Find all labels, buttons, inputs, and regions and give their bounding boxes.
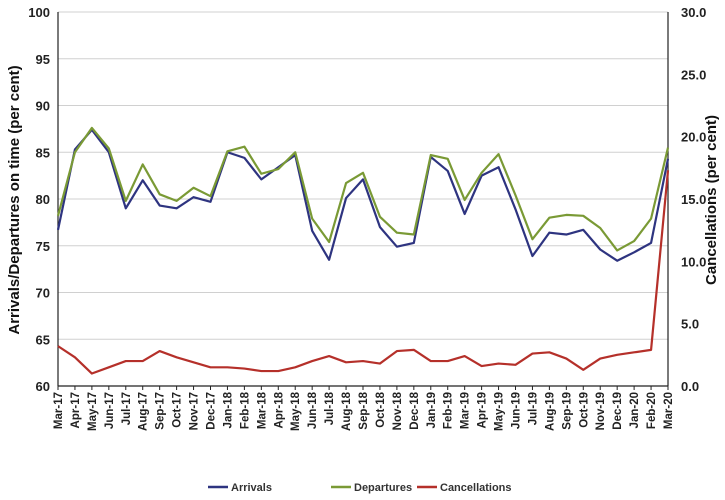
x-tick-label: Mar-19	[460, 392, 472, 429]
x-tick-label: Jul-19	[527, 392, 539, 425]
legend-label-departures: Departures	[354, 482, 412, 494]
y-tick-label: 90	[36, 99, 50, 114]
x-tick-label: Nov-17	[189, 392, 201, 430]
x-tick-label: Sep-19	[561, 392, 573, 430]
x-tick-label: Feb-18	[239, 391, 251, 429]
x-tick-label: Aug-17	[138, 392, 150, 431]
left-axis-title: Arrivals/Departures on time (per cent)	[6, 65, 23, 334]
axes	[57, 12, 669, 390]
x-tick-label: Jun-18	[307, 391, 319, 429]
x-tick-label: Jun-17	[104, 392, 116, 429]
x-tick-label: Oct-17	[172, 392, 184, 428]
x-tick-label: Nov-18	[392, 391, 404, 430]
x-tick-label: Jun-19	[511, 392, 523, 429]
x-tick-label: Sep-17	[155, 392, 167, 430]
y2-tick-label: 25.0	[681, 67, 706, 82]
y-tick-label: 75	[36, 239, 50, 254]
x-tick-label: Oct-19	[578, 392, 590, 428]
x-tick-label: May-18	[290, 391, 302, 431]
y-tick-label: 65	[36, 332, 50, 347]
x-tick-label: Apr-17	[70, 392, 82, 428]
y2-tick-label: 0.0	[681, 379, 699, 394]
series-line-arrivals	[56, 128, 670, 262]
series-line-departures	[56, 126, 670, 252]
series-line-cancellations	[57, 170, 670, 375]
x-tick-label: May-19	[494, 392, 506, 431]
x-tick-label: Apr-19	[477, 392, 489, 428]
x-tick-label: Dec-18	[409, 391, 421, 429]
x-axis-ticks: Mar-17 Apr-17 May-17 Jun-17 Jul-17 Aug-17 Sep-…	[53, 391, 675, 431]
series-lines	[56, 126, 670, 375]
x-tick-label: Feb-20	[646, 392, 658, 429]
x-tick-label: Mar-17	[53, 392, 65, 429]
left-axis-ticks: 60 65 70 75 80 85 90 95 100	[28, 5, 50, 394]
y-tick-label: 60	[36, 379, 50, 394]
x-tick-label: Sep-18	[358, 391, 370, 429]
y2-tick-label: 15.0	[681, 192, 706, 207]
x-tick-label: Nov-19	[595, 392, 607, 430]
x-tick-label: Dec-17	[206, 392, 218, 430]
y2-tick-label: 10.0	[681, 254, 706, 269]
x-tick-label: Aug-18	[341, 391, 353, 431]
y2-tick-label: 5.0	[681, 317, 699, 332]
x-tick-label: Jan-19	[426, 392, 438, 428]
legend: Arrivals Departures Cancellations	[208, 482, 512, 494]
y-tick-label: 95	[36, 52, 50, 67]
x-tick-label: Oct-18	[375, 391, 387, 427]
y2-tick-label: 30.0	[681, 5, 706, 20]
x-tick-label: Mar-18	[256, 391, 268, 429]
x-tick-label: May-17	[87, 392, 99, 431]
legend-label-cancellations: Cancellations	[440, 482, 512, 494]
y2-tick-label: 20.0	[681, 130, 706, 145]
x-tick-label: Feb-19	[443, 392, 455, 429]
y-tick-label: 70	[36, 286, 50, 301]
right-axis-title: Cancellations (per cent)	[703, 115, 720, 285]
y-tick-label: 85	[36, 145, 50, 160]
gridlines	[58, 11, 668, 340]
x-tick-label: Jan-20	[629, 392, 641, 428]
legend-label-arrivals: Arrivals	[231, 482, 272, 494]
x-tick-label: Apr-18	[273, 391, 285, 428]
y-tick-label: 80	[36, 192, 50, 207]
x-tick-label: Jan-18	[222, 391, 234, 428]
x-tick-label: Jul-17	[121, 392, 133, 425]
x-tick-label: Jul-18	[324, 391, 336, 425]
right-axis-ticks: 0.0 5.0 10.0 15.0 20.0 25.0 30.0	[681, 5, 706, 394]
x-tick-label: Dec-19	[612, 392, 624, 430]
x-tick-label: Mar-20	[663, 392, 675, 429]
y-tick-label: 100	[28, 5, 50, 20]
x-tick-label: Aug-19	[544, 392, 556, 431]
